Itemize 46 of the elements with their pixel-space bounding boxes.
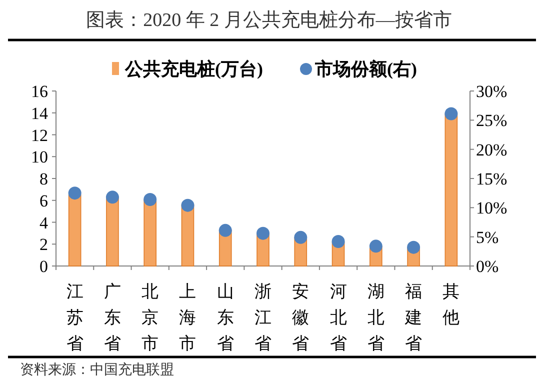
x-tick-label: 江苏省 (66, 282, 84, 353)
x-tick-label: 北京市 (142, 282, 159, 353)
y-tick-label: 14 (31, 104, 48, 123)
x-tick-label: 浙江省 (254, 282, 272, 353)
y-tick-label: 12 (31, 126, 48, 145)
y-tick-label: 0 (40, 257, 48, 276)
x-tick-label: 福建省 (404, 282, 422, 353)
point (369, 240, 382, 253)
point (106, 190, 119, 204)
y2-tick-label: 20% (476, 140, 508, 160)
y-tick-label: 10 (31, 148, 48, 167)
point (144, 193, 157, 206)
bar (144, 198, 156, 266)
bar (68, 194, 82, 266)
x-tick-label: 山东省 (216, 282, 234, 353)
x-tick-label: 河北省 (330, 282, 347, 353)
y-tick-label: 4 (40, 213, 48, 232)
point (181, 198, 194, 212)
x-tick-label: 安徽省 (292, 282, 310, 353)
point (444, 107, 458, 120)
point (332, 235, 345, 248)
y-tick-label: 8 (40, 170, 48, 188)
y2-tick-label: 5% (476, 228, 499, 247)
y2-tick-label: 30% (476, 82, 508, 101)
point (256, 226, 270, 240)
bar (444, 114, 458, 266)
y2-tick-label: 25% (476, 111, 508, 130)
y2-tick-label: 10% (476, 198, 508, 218)
chart-title: 图表：2020 年 2 月公共充电桩分布—按省市 (86, 9, 452, 31)
x-tick-label: 上海市 (179, 282, 196, 353)
legend-label: 市场份额(右) (314, 59, 417, 79)
x-tick-label: 其他 (442, 282, 460, 327)
point (218, 224, 232, 237)
point (294, 230, 308, 244)
y2-tick-label: 0% (476, 257, 499, 276)
y2-tick-label: 15% (476, 170, 508, 188)
point (68, 186, 82, 200)
y-tick-label: 2 (40, 235, 48, 254)
y-tick-label: 6 (40, 191, 48, 210)
x-tick-label: 广东省 (104, 282, 121, 353)
x-tick-label: 湖北省 (367, 282, 384, 353)
legend-label: 公共充电桩(万台) (124, 59, 263, 79)
text: 资料来源：中国充电联盟 (20, 362, 174, 378)
bar (106, 196, 119, 266)
point (407, 240, 420, 254)
y-tick-label: 16 (31, 82, 48, 101)
